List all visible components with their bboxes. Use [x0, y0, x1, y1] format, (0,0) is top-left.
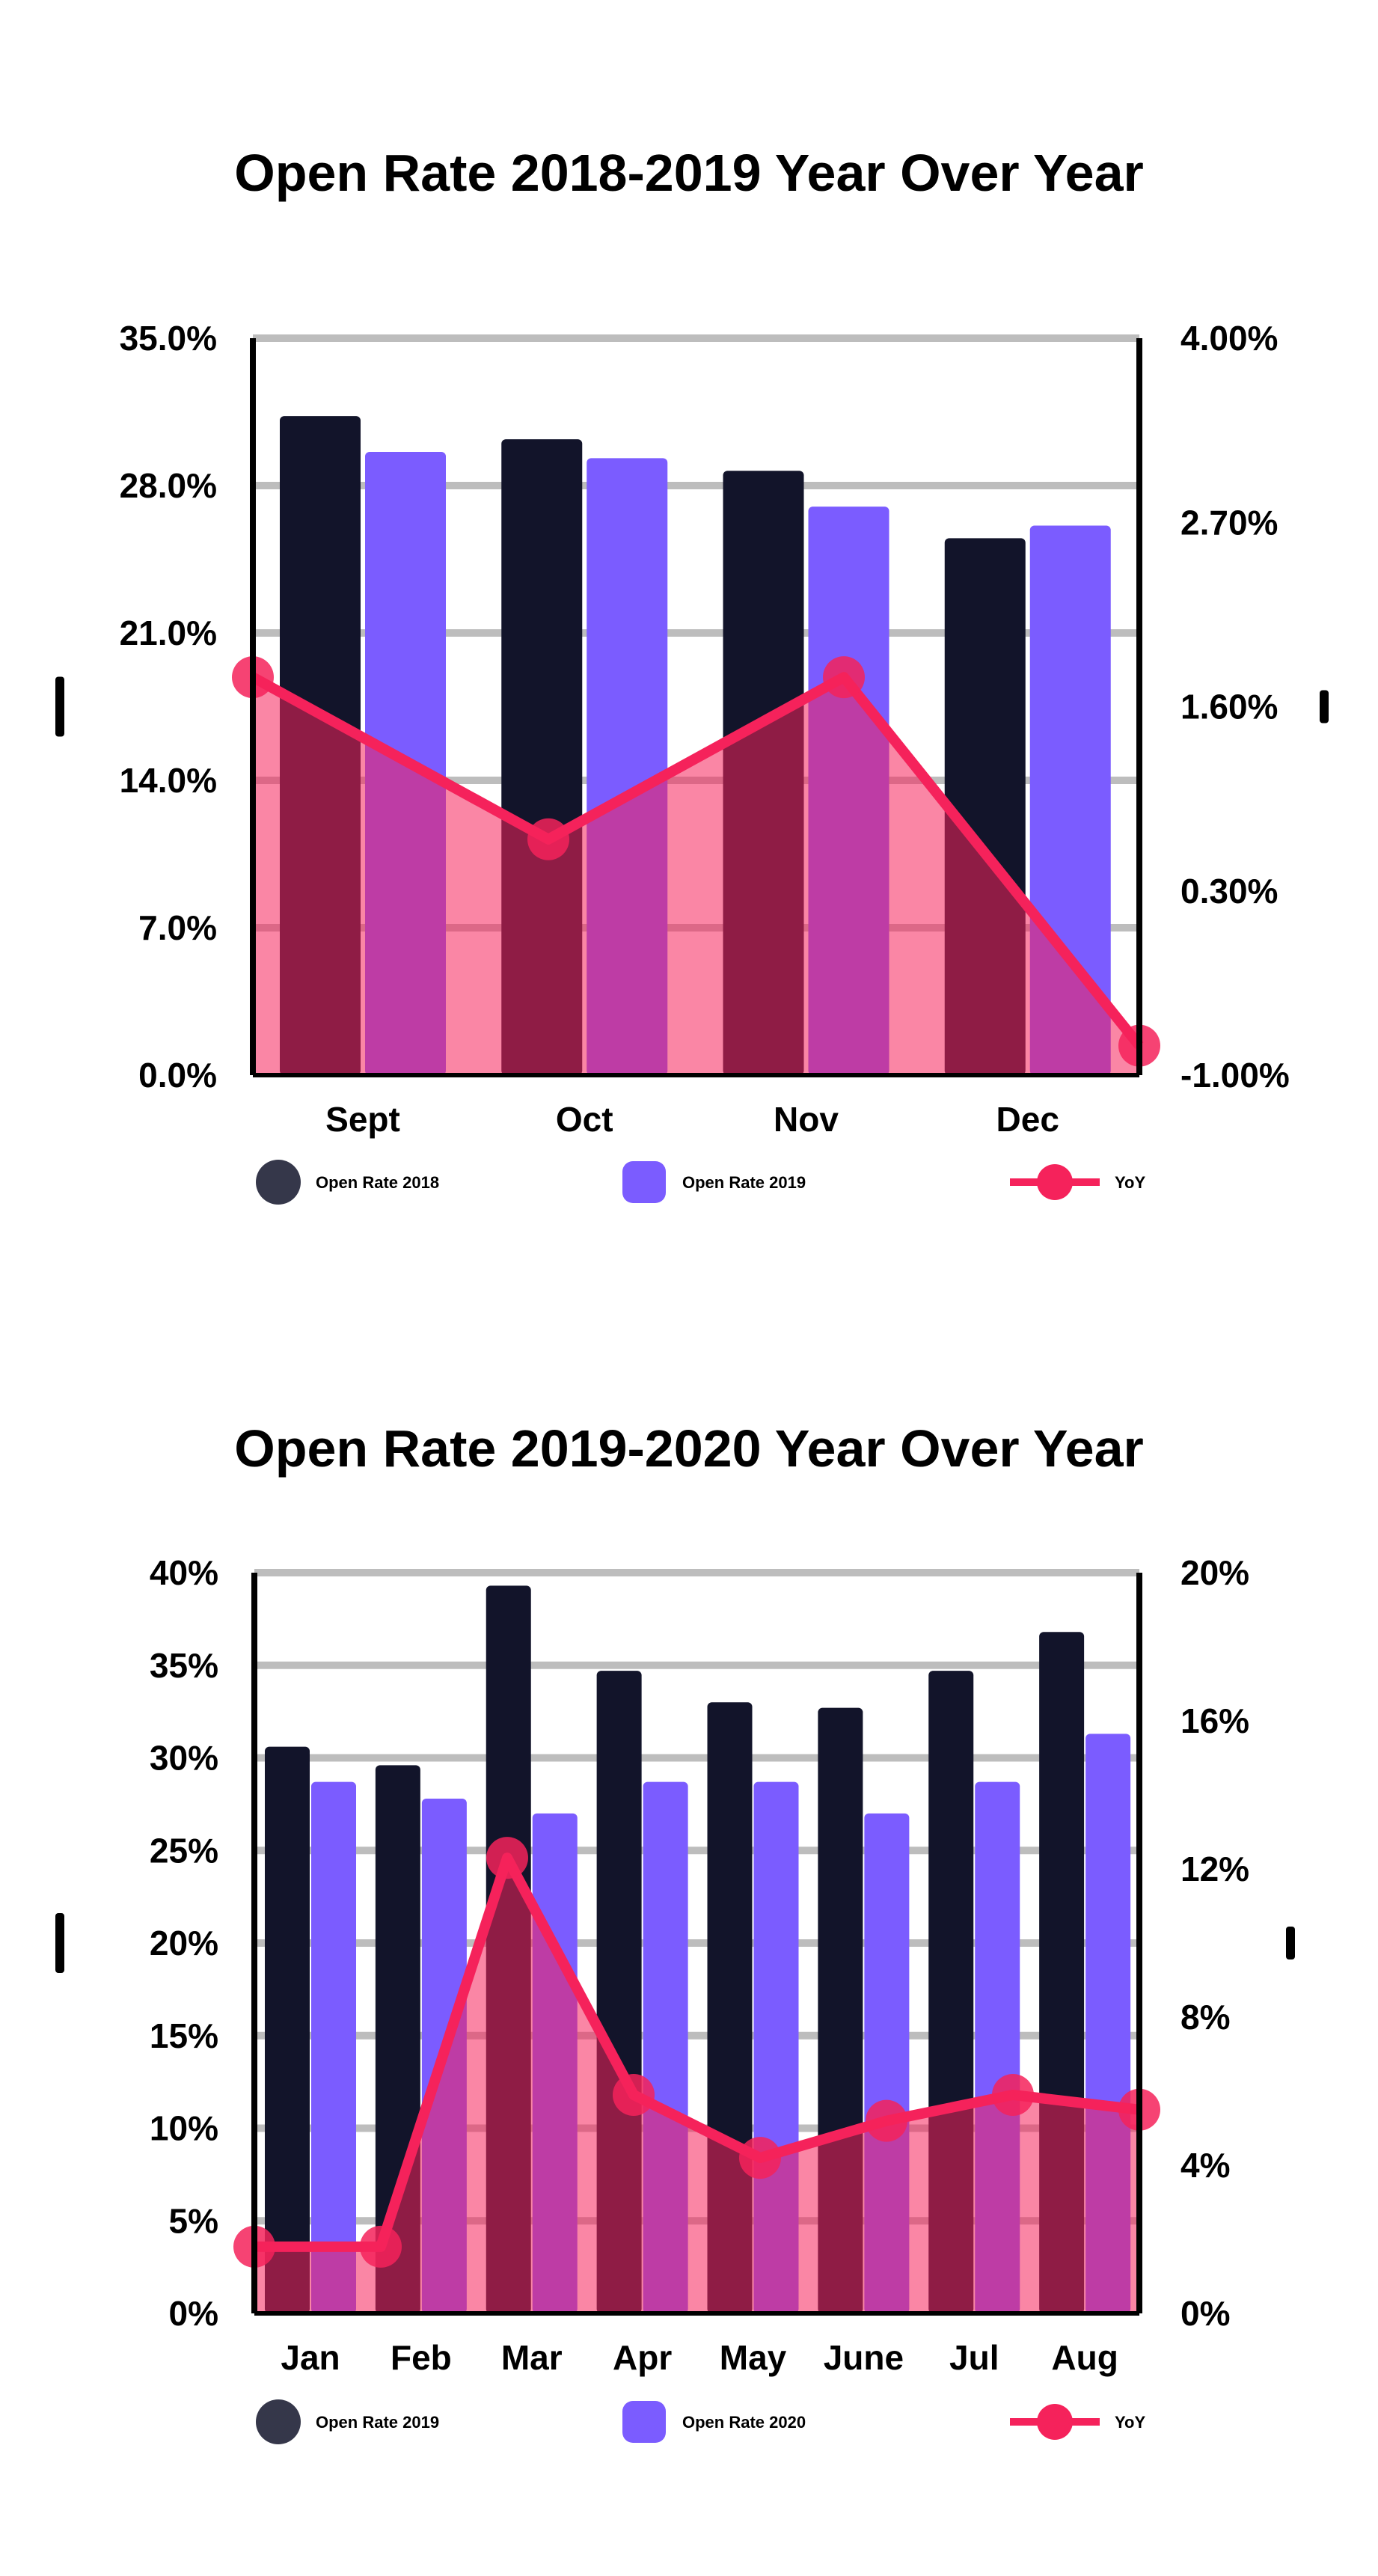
y-tick-label: 10% [150, 2109, 218, 2148]
legend-item: Open Rate 2020 [622, 2401, 806, 2443]
x-tick-label: Nov [774, 1100, 839, 1139]
y2-axis-label-mark [1320, 690, 1329, 723]
y2-tick-label: -1.00% [1181, 1056, 1290, 1095]
x-tick-label: May [720, 2338, 787, 2377]
line-point-yoy [866, 2099, 907, 2142]
line-point-yoy [613, 2073, 655, 2116]
x-tick-label: Jan [281, 2338, 340, 2377]
y-tick-label: 14.0% [120, 761, 217, 800]
bar-series-1 [265, 1746, 310, 2313]
legend-label: Open Rate 2018 [316, 1173, 439, 1192]
y-tick-label: 0.0% [138, 1056, 217, 1095]
legend-marker [1037, 1164, 1073, 1200]
line-point-yoy [527, 818, 569, 860]
legend-item: Open Rate 2019 [256, 2399, 439, 2444]
chart-title: Open Rate 2019-2020 Year Over Year [234, 1419, 1144, 1478]
y2-tick-label: 0% [1181, 2294, 1230, 2333]
chart-title: Open Rate 2018-2019 Year Over Year [234, 144, 1144, 202]
x-tick-label: Apr [613, 2338, 672, 2377]
line-point-yoy [739, 2137, 781, 2179]
line-point-yoy [992, 2073, 1034, 2116]
y2-tick-label: 4% [1181, 2146, 1230, 2185]
y2-tick-label: 12% [1181, 1850, 1249, 1888]
line-yoy [254, 1853, 1140, 2252]
x-tick-label: Feb [391, 2338, 452, 2377]
y-tick-label: 25% [150, 1831, 218, 1870]
legend-marker [1037, 2404, 1073, 2440]
x-tick-label: June [824, 2338, 904, 2377]
x-tick-label: Jul [949, 2338, 999, 2377]
line-yoy [250, 672, 1144, 1049]
y-tick-label: 20% [150, 1924, 218, 1962]
line-point-yoy [360, 2225, 402, 2268]
y-axis-label-mark [55, 1913, 64, 1973]
legend-item: YoY [1010, 2404, 1145, 2440]
y2-tick-label: 1.60% [1181, 688, 1278, 726]
legend-label: Open Rate 2020 [682, 2413, 806, 2432]
y-tick-label: 21.0% [120, 614, 217, 652]
line-point-yoy [486, 1837, 528, 1879]
y-tick-label: 5% [169, 2201, 218, 2240]
y2-tick-label: 0.30% [1181, 872, 1278, 911]
y-tick-label: 40% [150, 1553, 218, 1592]
y2-tick-label: 2.70% [1181, 503, 1278, 542]
y-tick-label: 28.0% [120, 466, 217, 505]
chart-svg: Open Rate 2018-2019 Year Over Year 0.0% 7.… [55, 144, 1329, 1205]
legend-swatch [622, 1161, 666, 1203]
y-tick-label: 0% [169, 2294, 218, 2333]
y2-tick-label: 8% [1181, 1998, 1230, 2037]
legend-swatch [622, 2401, 666, 2443]
y-tick-label: 15% [150, 2016, 218, 2055]
x-tick-label: Oct [556, 1100, 613, 1139]
legend-label: YoY [1115, 2413, 1145, 2432]
y-axis-label-mark [55, 676, 64, 737]
bar-series-2 [311, 1781, 356, 2313]
x-tick-label: Dec [996, 1100, 1059, 1139]
legend-label: YoY [1115, 1173, 1145, 1192]
chart-svg: Open Rate 2019-2020 Year Over Year 0% 5% 10… [55, 1419, 1295, 2444]
y2-tick-label: 16% [1181, 1701, 1249, 1740]
x-tick-label: Sept [325, 1100, 400, 1139]
chart-open-rate-2018-2019: Open Rate 2018-2019 Year Over Year 0.0% 7.… [0, 0, 1378, 1287]
legend-item: Open Rate 2019 [622, 1161, 806, 1203]
y2-tick-label: 20% [1181, 1553, 1249, 1592]
y2-axis-label-mark [1286, 1927, 1295, 1959]
y-tick-label: 35.0% [120, 319, 217, 358]
y-tick-label: 30% [150, 1739, 218, 1778]
chart-open-rate-2019-2020: Open Rate 2019-2020 Year Over Year 0% 5% 10… [0, 1287, 1378, 2576]
x-tick-label: Aug [1051, 2338, 1118, 2377]
legend-item: YoY [1010, 1164, 1145, 1200]
x-tick-label: Mar [501, 2338, 563, 2377]
y-tick-label: 35% [150, 1646, 218, 1685]
legend-label: Open Rate 2019 [682, 1173, 806, 1192]
legend-label: Open Rate 2019 [316, 2413, 439, 2432]
legend-swatch [256, 1160, 301, 1205]
y2-tick-label: 4.00% [1181, 319, 1278, 358]
legend-item: Open Rate 2018 [256, 1160, 439, 1205]
line-point-yoy [823, 656, 865, 699]
legend-swatch [256, 2399, 301, 2444]
y-tick-label: 7.0% [138, 908, 217, 947]
